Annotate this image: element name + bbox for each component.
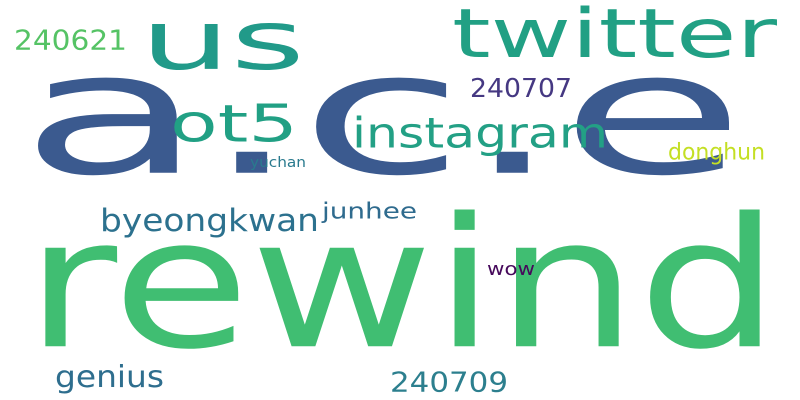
word-240709: 240709 [390,365,508,399]
word-240621: 240621 [14,23,127,57]
word-rewind: rewind [25,178,781,390]
word-twitter: twitter [452,0,777,74]
word-ot5: ot5 [170,93,298,155]
word-yuchan: yuchan [250,153,307,171]
word-instagram: instagram [352,108,609,158]
word-us: us [140,0,306,89]
word-donghun: donghun [668,137,765,165]
word-240707: 240707 [470,72,573,104]
word-byeongkwan: byeongkwan [100,202,319,239]
word-genius: genius [55,359,165,395]
word-wow: wow [487,258,536,280]
word-junhee: junhee [322,198,417,224]
word-ace: a.c.e [20,14,745,214]
